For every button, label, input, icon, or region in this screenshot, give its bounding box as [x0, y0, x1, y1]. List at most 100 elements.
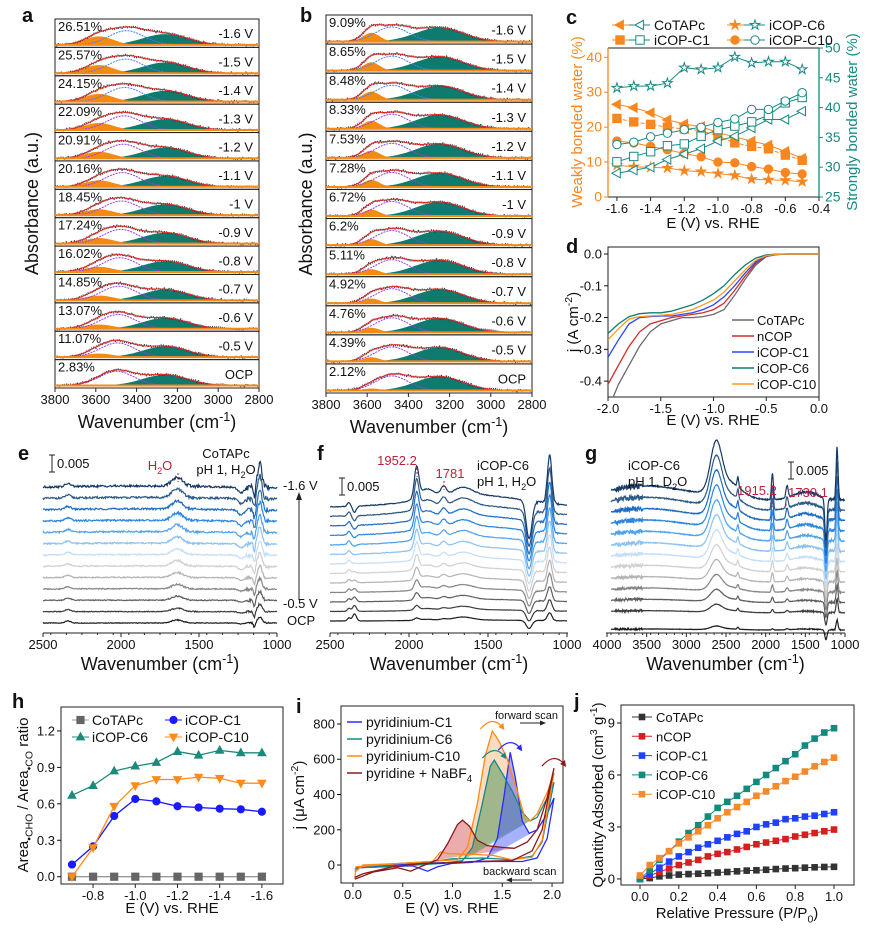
data-point [67, 789, 77, 799]
data-point [694, 164, 708, 178]
x-tick-label: 3400 [394, 397, 423, 412]
data-point [236, 872, 245, 881]
data-point [811, 735, 818, 742]
x-tick-label: 0.4 [709, 889, 727, 904]
y-tick-label: 6 [608, 767, 615, 782]
data-point [801, 831, 809, 839]
data-point [762, 839, 770, 846]
data-point [821, 810, 828, 818]
potential-label: -1.6 V [491, 23, 526, 38]
percentage-label: 24.15% [58, 76, 103, 91]
spectrum-row: 20.91% -1.2 V [54, 132, 260, 162]
data-point [811, 864, 818, 871]
percentage-label: 8.65% [329, 44, 366, 59]
x-tick-label: 0.8 [786, 889, 804, 904]
y-tick-label: 50 [825, 40, 841, 56]
teal-fit-component [326, 143, 532, 158]
right-y-axis-label: Strongly bonded water (%) [844, 33, 861, 211]
data-point [724, 798, 731, 806]
data-point [746, 141, 757, 152]
x-tick-label: 3800 [41, 392, 70, 407]
data-point [151, 757, 162, 766]
data-point [214, 774, 225, 784]
data-point [730, 35, 740, 45]
spectrum-row: 26.51% -1.6 V [54, 18, 260, 48]
row-frame [54, 359, 260, 389]
data-point [173, 872, 182, 881]
spectrum-line [610, 543, 845, 596]
data-point [130, 760, 141, 770]
data-point [821, 758, 828, 766]
data-point [753, 778, 760, 786]
data-point [801, 864, 809, 871]
potential-label: -0.5 V [283, 596, 318, 611]
x-axis-label: E (V) vs. RHE [666, 215, 759, 232]
data-point [694, 821, 702, 829]
data-point [728, 130, 739, 142]
data-point [801, 813, 809, 820]
data-point [612, 157, 622, 167]
x-tick-label: -0.8 [82, 888, 104, 903]
data-point [110, 872, 119, 881]
percentage-label: 6.72% [329, 189, 366, 204]
series-iCOP-C6-right [610, 50, 809, 94]
data-point [193, 773, 204, 783]
y-tick-label: 0 [328, 858, 335, 873]
arrow-head-icon [540, 720, 546, 726]
orange-fit-component [55, 151, 259, 159]
data-point [743, 827, 751, 835]
series-iCOP-C1 [67, 794, 266, 869]
teal-fit-component [55, 147, 259, 159]
spectrum-line [610, 597, 845, 626]
sample-label: iCOP-C6 [477, 458, 529, 473]
data-point [763, 104, 774, 115]
sample-label: pH 1, H2O [477, 474, 536, 492]
data-point [714, 804, 721, 812]
data-point [733, 830, 741, 838]
data-point [615, 35, 625, 45]
y-tick-label: 10 [586, 154, 602, 170]
series-line [71, 776, 262, 878]
data-point [257, 747, 267, 757]
scale-bar [339, 477, 345, 496]
percentage-label: 7.53% [329, 131, 366, 146]
data-point [713, 117, 723, 128]
x-tick-label: -1.6 [606, 201, 628, 216]
percentage-label: 2.12% [329, 364, 366, 379]
data-point [629, 137, 639, 147]
potential-label: -0.6 V [218, 310, 253, 325]
series-iCOP-C6 [67, 744, 267, 799]
data-point [704, 853, 712, 860]
orange-fit-component [55, 324, 259, 329]
data-point [730, 158, 740, 168]
series-iCOP-C10-right [612, 88, 807, 150]
spectrum-line [42, 513, 278, 541]
y-tick-label: 0.3 [37, 833, 55, 848]
x-tick-label: 1.0 [825, 889, 843, 904]
y-axis-label: Quantity Adsorbed (cm3 g-1) [588, 702, 607, 887]
data-point [711, 135, 722, 147]
orange-fit-component [326, 298, 532, 304]
data-point [753, 823, 760, 831]
data-point [194, 803, 203, 812]
teal-fit-component [55, 289, 259, 301]
data-point [830, 863, 838, 871]
data-point [679, 124, 689, 135]
data-point [745, 172, 758, 185]
series-iCOP-C10-left [612, 136, 807, 179]
cv-curve [354, 729, 555, 880]
measured-spectrum [325, 110, 533, 131]
potential-label: -0.9 V [491, 226, 526, 241]
x-tick-label: 3000 [476, 397, 505, 412]
data-point [821, 863, 828, 871]
peak-label: 1915.2 [737, 483, 777, 498]
legend-label: iCOP-C10 [757, 377, 816, 392]
data-point [131, 794, 140, 804]
data-point [821, 729, 828, 736]
data-point [675, 840, 683, 847]
spectrum-line [610, 557, 845, 603]
teal-fit-component [326, 347, 532, 362]
series-CoTAPc [636, 863, 838, 883]
data-point [695, 143, 705, 155]
